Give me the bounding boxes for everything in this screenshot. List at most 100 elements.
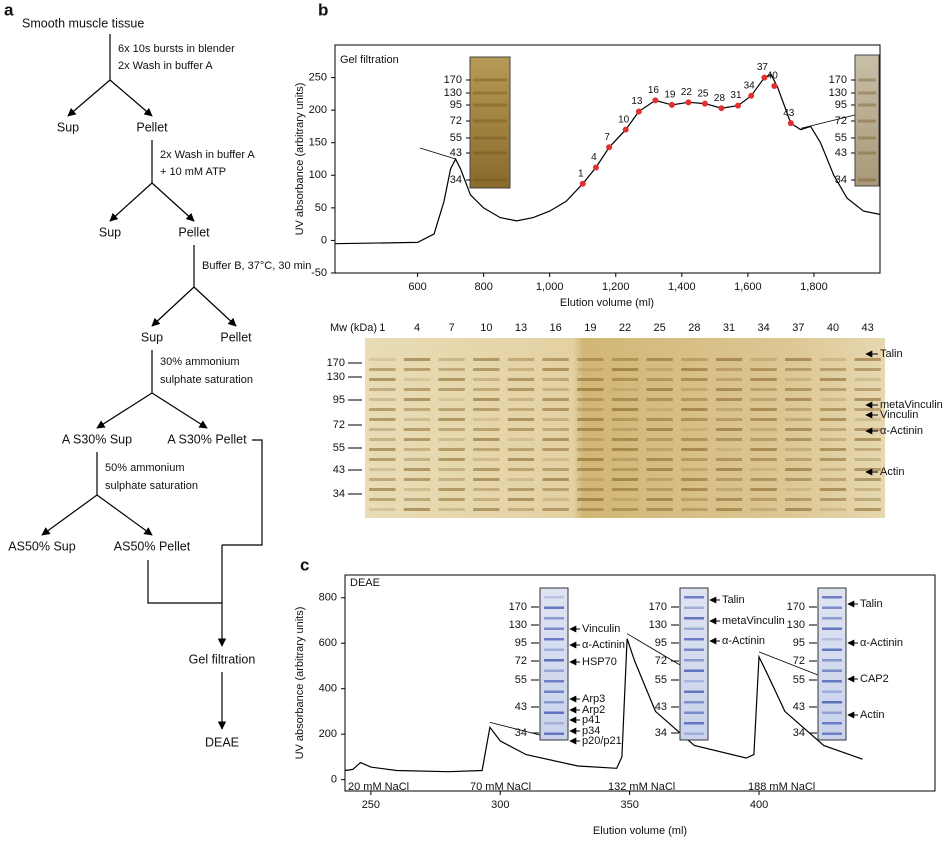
lane-label: 1 bbox=[379, 322, 385, 334]
gel-band bbox=[681, 488, 708, 491]
fraction-dot bbox=[635, 108, 642, 115]
protein-label: Actin bbox=[860, 709, 884, 721]
protein-label: Talin bbox=[880, 348, 903, 360]
flow-arrow bbox=[151, 392, 208, 429]
gel-band bbox=[715, 358, 743, 361]
gel-band bbox=[507, 488, 535, 491]
gel-band bbox=[577, 428, 604, 431]
gel-band bbox=[681, 468, 708, 471]
y-tick-label: 0 bbox=[331, 774, 337, 786]
gel-band bbox=[854, 508, 881, 511]
mw-label: 130 bbox=[509, 619, 527, 631]
gel-band bbox=[854, 368, 881, 371]
gel-band bbox=[819, 418, 847, 421]
gel-band bbox=[854, 498, 881, 501]
fraction-dot bbox=[579, 180, 586, 187]
fraction-dot bbox=[606, 144, 613, 151]
gel-band bbox=[438, 388, 465, 391]
gel-band bbox=[611, 378, 639, 381]
chart-annotation: DEAE bbox=[350, 577, 380, 589]
lane-label: 4 bbox=[414, 322, 420, 334]
flow-step: 2x Wash in buffer A bbox=[160, 149, 255, 161]
mw-label: 170 bbox=[787, 601, 805, 613]
fraction-label: 19 bbox=[664, 90, 676, 101]
inset-connector bbox=[419, 147, 456, 160]
gel-band bbox=[715, 378, 743, 381]
gel-band bbox=[438, 368, 465, 371]
gel-band bbox=[403, 388, 431, 391]
flow-arrow bbox=[151, 182, 195, 222]
gel-band bbox=[750, 378, 777, 381]
gel-inset bbox=[539, 587, 569, 741]
gel-band bbox=[369, 358, 396, 361]
gel-band bbox=[577, 418, 604, 421]
gel-band bbox=[681, 508, 708, 511]
mw-label: 43 bbox=[333, 464, 345, 476]
gel-band bbox=[819, 378, 847, 381]
gel-band bbox=[822, 680, 842, 683]
gel-band bbox=[507, 468, 535, 471]
gel-band bbox=[369, 418, 396, 421]
gel-band bbox=[858, 103, 876, 107]
chart-c: c DEAE Elution volume (ml) UV absorbance (a… bbox=[294, 555, 936, 837]
gel-band bbox=[473, 408, 500, 411]
fraction-dot bbox=[652, 97, 659, 104]
gel-band bbox=[715, 448, 743, 451]
gel-band bbox=[715, 508, 743, 511]
gel-band bbox=[544, 659, 564, 662]
gel-band bbox=[858, 91, 876, 95]
gel-band bbox=[577, 468, 604, 471]
gel-band bbox=[369, 388, 396, 391]
fraction-dot bbox=[748, 92, 755, 99]
gel-band bbox=[785, 488, 812, 491]
gel-band bbox=[611, 448, 639, 451]
gel-band bbox=[611, 398, 639, 401]
flow-node: Pellet bbox=[220, 330, 252, 344]
fraction-dot bbox=[771, 83, 778, 90]
y-axis-label: UV absorbance (arbitrary units) bbox=[294, 83, 306, 236]
gel-band bbox=[750, 418, 777, 421]
gel-band bbox=[854, 358, 881, 361]
gel-band bbox=[473, 78, 507, 82]
gel-band bbox=[684, 680, 704, 683]
flow-step: 6x 10s bursts in blender bbox=[118, 43, 235, 55]
gel-band bbox=[715, 478, 743, 481]
mw-label: 34 bbox=[835, 174, 847, 186]
lane-label: 43 bbox=[862, 322, 874, 334]
lane-label: 31 bbox=[723, 322, 735, 334]
fraction-dot bbox=[761, 74, 768, 81]
lane-label: 25 bbox=[654, 322, 666, 334]
gel-band bbox=[544, 680, 564, 683]
y-tick-label: 800 bbox=[319, 592, 337, 604]
gel-band bbox=[473, 418, 500, 421]
gel-band bbox=[438, 428, 465, 431]
gel-band bbox=[822, 648, 842, 651]
gel-band bbox=[611, 488, 639, 491]
gel-band bbox=[822, 690, 842, 693]
gel-band bbox=[611, 468, 639, 471]
protein-label: α-Actinin bbox=[860, 637, 903, 649]
fraction-dot bbox=[734, 102, 741, 109]
gel-band bbox=[819, 428, 847, 431]
mw-label: 34 bbox=[655, 727, 667, 739]
gel-band bbox=[438, 488, 465, 491]
mw-label: 170 bbox=[509, 601, 527, 613]
gel-band bbox=[646, 448, 673, 451]
gel-inset bbox=[817, 587, 847, 741]
gel-band bbox=[544, 711, 564, 714]
gel-band bbox=[681, 458, 708, 461]
flow-arrow bbox=[193, 286, 237, 327]
gel-band bbox=[750, 438, 777, 441]
gel-band bbox=[507, 408, 535, 411]
gel-band bbox=[715, 488, 743, 491]
protein-label: α-Actinin bbox=[880, 425, 923, 437]
gel-band bbox=[854, 418, 881, 421]
gel-band bbox=[715, 428, 743, 431]
gel-band bbox=[542, 468, 569, 471]
gel-band bbox=[438, 458, 465, 461]
gel-band bbox=[785, 448, 812, 451]
x-tick-label: 250 bbox=[362, 799, 380, 811]
fraction-label: 1 bbox=[578, 168, 584, 179]
gel-band bbox=[819, 408, 847, 411]
